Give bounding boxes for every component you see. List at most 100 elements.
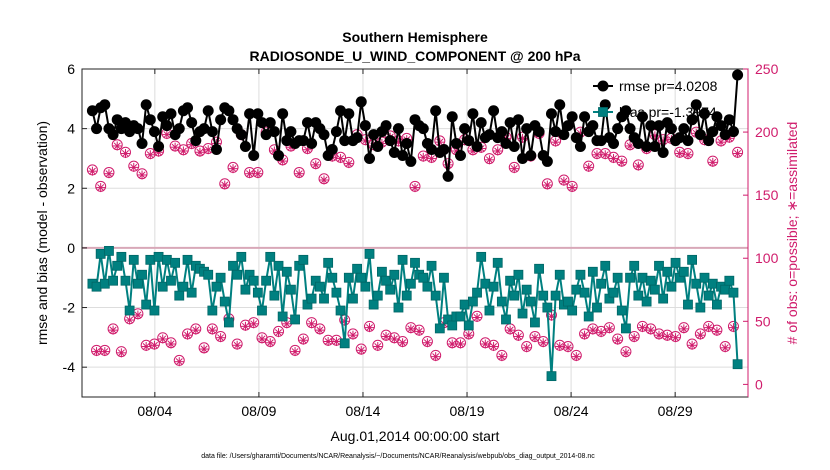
bias-point (538, 290, 549, 301)
rmse-point (521, 123, 533, 135)
bias-point (99, 278, 110, 289)
nobs-assimilated-point (596, 328, 606, 338)
rmse-point (488, 105, 500, 117)
bias-point (252, 287, 263, 298)
nobs-assimilated-point (166, 339, 176, 349)
nobs-assimilated-point (87, 166, 97, 176)
nobs-assimilated-point (290, 347, 300, 357)
bias-point (377, 266, 387, 277)
bias-point (323, 257, 334, 268)
rmse-point (343, 108, 355, 120)
rmse-point (562, 120, 574, 132)
rmse-point (210, 144, 222, 156)
rmse-point (732, 69, 744, 81)
nobs-assimilated-point (112, 141, 122, 151)
rmse-point (260, 129, 272, 141)
rmse-point (273, 149, 285, 161)
rmse-point (339, 135, 351, 147)
bias-point (161, 254, 172, 265)
rmse-point (306, 138, 318, 150)
nobs-assimilated-point (331, 336, 341, 346)
bias-point (372, 290, 383, 301)
nobs-assimilated-point (129, 162, 139, 172)
bias-point (575, 269, 586, 280)
rmse-point (649, 141, 661, 153)
nobs-assimilated-point (315, 325, 325, 335)
rmse-point (608, 138, 620, 150)
rmse-point (132, 123, 144, 135)
bias-point (447, 320, 458, 331)
bias-point (203, 269, 214, 280)
rmse-point (678, 123, 690, 135)
rmse-point (566, 111, 578, 123)
bias-point (699, 272, 710, 283)
bias-point (612, 272, 623, 283)
bias-point (381, 275, 391, 286)
bias-point (265, 251, 276, 262)
rmse-point (641, 141, 653, 153)
bias-point (596, 278, 607, 289)
bias-point (368, 299, 379, 310)
nobs-assimilated-point (410, 183, 420, 193)
rmse-point (504, 117, 516, 129)
rmse-point (545, 108, 557, 120)
rmse-point (119, 117, 131, 129)
bias-point (257, 305, 267, 316)
rmse-point (368, 129, 380, 141)
rmse-point (533, 126, 545, 138)
rmse-point (244, 108, 256, 120)
bias-point (290, 314, 300, 325)
nobs-assimilated-point (195, 147, 205, 157)
rmse-point (645, 120, 657, 132)
nobs-assimilated-point (207, 325, 217, 335)
bias-point (95, 248, 106, 259)
bias-point (455, 311, 466, 322)
bias-point (236, 251, 247, 262)
bias-point (153, 251, 164, 262)
rmse-point (686, 114, 698, 126)
bias-point (728, 287, 739, 298)
rmse-point (512, 114, 524, 126)
legend-rmse-label: rmse pr=4.0208 (619, 78, 718, 94)
rmse-point (239, 141, 251, 153)
legend-bias-marker (598, 107, 608, 117)
rmse-point (202, 105, 214, 117)
nobs-assimilated-point (232, 340, 242, 350)
rmse-point (727, 126, 739, 138)
y-left-tick-label: -4 (63, 359, 76, 375)
bias-point (306, 293, 317, 304)
rmse-point (694, 129, 706, 141)
nobs-assimilated-point (274, 328, 284, 338)
nobs-assimilated-point (307, 319, 317, 329)
bias-point (91, 281, 102, 292)
nobs-assimilated-point (604, 324, 614, 334)
bias-point (463, 320, 474, 331)
nobs-assimilated-point (472, 313, 482, 323)
rmse-point (198, 123, 210, 135)
bias-point (422, 281, 433, 292)
x-axis-label: Aug.01,2014 00:00:00 start (331, 428, 500, 444)
bias-point (587, 266, 598, 277)
bias-point (720, 284, 731, 295)
bias-point (120, 275, 131, 286)
nobs-assimilated-point (600, 150, 610, 160)
nobs-assimilated-point (183, 330, 193, 340)
bias-point (215, 272, 226, 283)
nobs-assimilated-point (104, 169, 114, 179)
bias-point (666, 281, 677, 292)
rmse-point (99, 99, 111, 111)
rmse-point (574, 141, 586, 153)
rmse-point (281, 135, 293, 147)
bias-point (170, 257, 181, 268)
nobs-assimilated-point (298, 335, 308, 345)
bias-point (410, 257, 420, 268)
legend: rmse pr=4.0208 bias pr=-1.3974 (593, 78, 718, 120)
nobs-assimilated-point (174, 357, 184, 367)
rmse-point (335, 105, 347, 117)
rmse-point (148, 126, 160, 138)
nobs-assimilated-point (125, 315, 135, 325)
nobs-assimilated-point (398, 338, 408, 348)
nobs-assimilated-point (621, 348, 631, 358)
nobs-assimilated-point (422, 338, 432, 348)
